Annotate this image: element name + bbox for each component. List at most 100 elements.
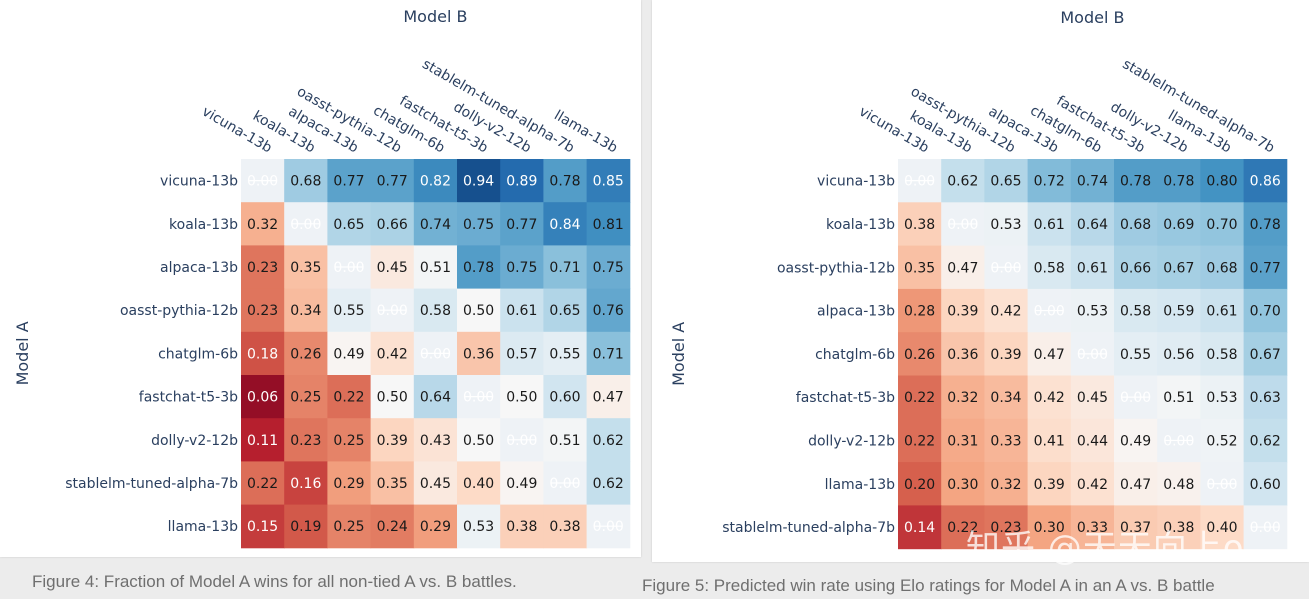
cell-value-label: 0.53	[1206, 390, 1237, 406]
heatmap-cell	[1027, 245, 1072, 290]
heatmap-cell	[370, 375, 415, 419]
cell-value-label: 0.53	[463, 519, 494, 535]
y-tick-label: fastchat-t5-3b	[796, 390, 895, 406]
heatmap-cell	[284, 375, 328, 419]
heatmap-cell	[1243, 288, 1288, 333]
cell-value-label: 0.25	[333, 519, 364, 535]
heatmap-cell	[1114, 245, 1158, 290]
cell-value-label: 0.00	[290, 217, 321, 233]
heatmap-cell	[1200, 505, 1245, 550]
heatmap-cell	[457, 504, 501, 549]
cell-value-label: 0.58	[1034, 260, 1065, 276]
heatmap-cell	[543, 245, 588, 290]
cell-value-label: 0.00	[1250, 520, 1281, 536]
heatmap-cell	[543, 504, 588, 549]
heatmap-cell	[500, 504, 544, 549]
heatmap-cell	[1027, 505, 1072, 550]
heatmap-cell	[586, 288, 631, 333]
heatmap-cell	[1243, 462, 1288, 506]
heatmap-cell	[1200, 159, 1245, 203]
heatmap-cell	[984, 462, 1029, 506]
heatmap-cell	[457, 288, 501, 333]
heatmap-cell	[984, 288, 1029, 333]
cell-value-label: 0.60	[1250, 477, 1281, 493]
heatmap-cell	[1114, 418, 1158, 463]
heatmap-cell	[284, 331, 328, 376]
heatmap-panel-fig4: Model B Model A 0.00 0.68 0.77 0.77 0.82 0.94 0.…	[0, 0, 641, 557]
cell-value-label: 0.38	[506, 519, 537, 535]
cell-value-label: 0.26	[290, 346, 321, 362]
heatmap-cell	[327, 159, 372, 203]
cell-value-label: 0.42	[377, 346, 408, 362]
y-tick-label: stablelm-tuned-alpha-7b	[65, 476, 238, 492]
y-tick-label: stablelm-tuned-alpha-7b	[722, 520, 895, 536]
heatmap-cell	[941, 332, 985, 376]
heatmap-cell	[327, 202, 372, 246]
heatmap-cell	[586, 159, 631, 203]
cell-value-label: 0.84	[549, 217, 580, 233]
y-tick-label: dolly-v2-12b	[151, 433, 238, 449]
cell-value-label: 0.63	[1250, 390, 1281, 406]
heatmap-cell	[327, 418, 372, 462]
cell-value-label: 0.30	[1034, 520, 1065, 536]
heatmap-cell	[941, 462, 985, 506]
heatmap-cell	[284, 504, 328, 549]
cell-value-label: 0.36	[947, 347, 978, 363]
cell-value-label: 0.72	[1034, 174, 1065, 190]
heatmap-cell	[1243, 418, 1288, 463]
cell-value-label: 0.42	[1034, 390, 1065, 406]
y-tick-label: chatglm-6b	[158, 346, 238, 362]
cell-value-label: 0.69	[1163, 217, 1194, 233]
cell-value-label: 0.65	[549, 303, 580, 319]
cell-value-label: 0.38	[549, 519, 580, 535]
cell-value-label: 0.00	[506, 433, 537, 449]
heatmap-cell	[941, 159, 985, 203]
cell-value-label: 0.00	[549, 476, 580, 492]
cell-value-label: 0.43	[420, 433, 451, 449]
heatmap-cell	[241, 202, 285, 246]
heatmap-cell	[500, 159, 544, 203]
cell-value-label: 0.25	[290, 390, 321, 406]
cell-value-label: 0.39	[377, 433, 408, 449]
heatmap-cell	[457, 418, 501, 462]
heatmap-cell	[241, 504, 285, 549]
cell-value-label: 0.78	[1120, 174, 1151, 190]
cell-value-label: 0.42	[990, 304, 1021, 320]
heatmap-cell	[1070, 245, 1115, 290]
heatmap-cell	[1200, 418, 1245, 463]
cell-value-label: 0.48	[1163, 477, 1194, 493]
cell-value-label: 0.58	[1206, 347, 1237, 363]
cell-value-label: 0.71	[593, 346, 624, 362]
chart-title: Model B	[1060, 8, 1124, 27]
figure-caption-4: Figure 4: Fraction of Model A wins for a…	[32, 572, 517, 591]
cell-value-label: 0.49	[506, 476, 537, 492]
cell-value-label: 0.62	[593, 433, 624, 449]
heatmap-cell	[1243, 159, 1288, 203]
heatmap-cell	[500, 461, 544, 506]
cell-value-label: 0.53	[1077, 304, 1108, 320]
cell-value-label: 0.51	[1163, 390, 1194, 406]
heatmap-cell	[1070, 375, 1115, 420]
cell-value-label: 0.00	[1120, 390, 1151, 406]
cell-value-label: 0.75	[593, 260, 624, 276]
heatmap-cell	[1243, 375, 1288, 420]
heatmap-cell	[1027, 418, 1072, 463]
heatmap-cell	[457, 331, 501, 376]
cell-value-label: 0.89	[506, 174, 537, 190]
cell-value-label: 0.37	[1120, 520, 1151, 536]
heatmap-cell	[284, 288, 328, 333]
cell-value-label: 0.53	[990, 217, 1021, 233]
heatmap-cell	[1027, 375, 1072, 420]
cell-value-label: 0.62	[1250, 433, 1281, 449]
cell-value-label: 0.64	[420, 390, 451, 406]
heatmap-cell	[1070, 418, 1115, 463]
heatmap-cell	[984, 159, 1029, 203]
y-tick-label: koala-13b	[169, 217, 238, 233]
cell-value-label: 0.34	[990, 390, 1021, 406]
cell-value-label: 0.77	[377, 174, 408, 190]
heatmap-cell	[984, 202, 1029, 247]
cell-value-label: 0.24	[377, 519, 408, 535]
cell-value-label: 0.55	[1120, 347, 1151, 363]
heatmap-cell	[1157, 202, 1201, 247]
heatmap-cell	[327, 461, 372, 506]
